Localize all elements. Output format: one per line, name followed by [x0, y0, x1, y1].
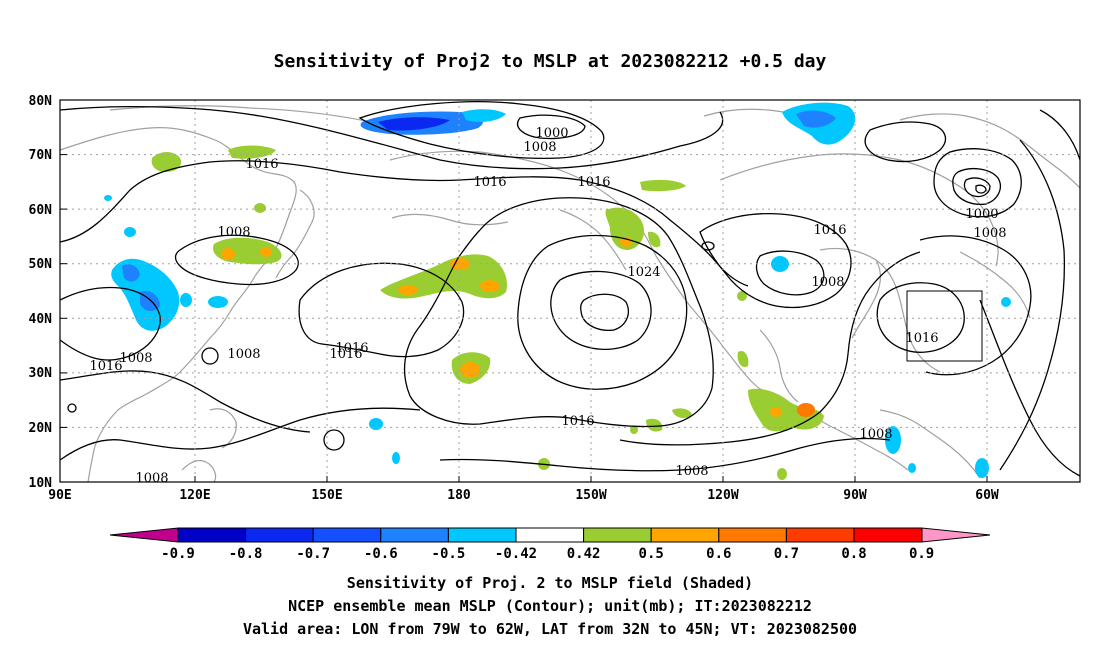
figure-title: Sensitivity of Proj2 to MSLP at 20230822…: [274, 51, 827, 72]
colorbar-cell: [312, 527, 382, 543]
lon-tick-label: 120E: [179, 488, 210, 503]
colorbar-label: 0.6: [706, 546, 731, 562]
lon-tick-label: 60W: [975, 488, 999, 503]
contour-label: 1016: [577, 175, 610, 190]
latitude-labels: 80N 70N 60N 50N 40N 30N 20N 10N: [29, 94, 53, 491]
lat-tick-label: 60N: [29, 203, 53, 218]
colorbar-label: -0.5: [432, 546, 466, 562]
caption-line-2: NCEP ensemble mean MSLP (Contour); unit(…: [288, 597, 812, 615]
colorbar-cell: [853, 527, 923, 543]
contour-label: 1016: [905, 331, 938, 346]
contour-label: 1008: [859, 427, 892, 442]
colorbar-cell: [718, 527, 787, 543]
axis-tick-marks: [60, 99, 988, 483]
colorbar-cells: [177, 527, 923, 543]
lat-tick-label: 80N: [29, 94, 53, 109]
colorbar-cell: [177, 527, 247, 543]
colorbar-left-arrow: [109, 527, 179, 543]
contour-label: 1016: [813, 223, 846, 238]
colorbar-cell: [650, 527, 720, 543]
colorbar-label: 0.5: [639, 546, 664, 562]
lat-tick-label: 20N: [29, 421, 53, 436]
contour-label: 1008: [135, 471, 168, 486]
lat-tick-label: 10N: [29, 476, 53, 491]
caption-line-3: Valid area: LON from 79W to 62W, LAT fro…: [243, 620, 857, 638]
contour-label: 1008: [973, 226, 1006, 241]
colorbar: -0.9 -0.8 -0.7 -0.6 -0.5 -0.42 0.42 0.5 0.6 0.7 0.…: [109, 527, 991, 562]
lon-tick-label: 120W: [707, 488, 738, 503]
contour-label: 1024: [627, 265, 660, 280]
colorbar-label: 0.42: [567, 546, 601, 562]
lon-tick-label: 180: [447, 488, 471, 503]
contour-label: 1016: [335, 341, 368, 356]
contour-label: 1016: [473, 175, 506, 190]
contour-label: 1008: [811, 275, 844, 290]
mslp-contours: [60, 101, 1080, 477]
contour-label: 1016: [329, 347, 362, 362]
contour-label: 1016: [561, 414, 594, 429]
contour-label: 1000: [535, 126, 568, 141]
colorbar-right-arrow: [921, 527, 991, 543]
colorbar-cell: [447, 527, 517, 543]
sensitivity-shading: [104, 102, 1011, 480]
map-frame: [59, 99, 1081, 483]
contour-label: 1016: [245, 157, 278, 172]
colorbar-label: -0.42: [495, 546, 537, 562]
colorbar-label: -0.7: [296, 546, 330, 562]
lon-tick-label: 90W: [843, 488, 867, 503]
colorbar-label: -0.8: [229, 546, 263, 562]
contour-label: 1008: [217, 225, 250, 240]
colorbar-cell: [245, 527, 314, 543]
contour-label: 1008: [675, 464, 708, 479]
contour-label: 1008: [119, 351, 152, 366]
lat-tick-label: 50N: [29, 257, 53, 272]
colorbar-cell: [380, 527, 449, 543]
lon-tick-label: 150E: [311, 488, 342, 503]
lon-tick-label: 90E: [48, 488, 71, 503]
lat-tick-label: 70N: [29, 148, 53, 163]
colorbar-cell: [583, 527, 652, 543]
colorbar-label: 0.9: [909, 546, 934, 562]
colorbar-label: -0.6: [364, 546, 398, 562]
map-panel: 1000 1008 1016 1016 1016 1008 1008 1024 …: [29, 94, 1081, 503]
lat-tick-label: 40N: [29, 312, 53, 327]
valid-area-box: [906, 290, 983, 362]
colorbar-label: 0.7: [774, 546, 799, 562]
colorbar-label: 0.8: [841, 546, 866, 562]
caption-line-1: Sensitivity of Proj. 2 to MSLP field (Sh…: [347, 574, 753, 592]
colorbar-cell: [515, 527, 585, 543]
colorbar-cell: [785, 527, 855, 543]
contour-labels: 1000 1008 1016 1016 1016 1008 1008 1024 …: [89, 126, 1006, 486]
longitude-labels: 90E 120E 150E 180 150W 120W 90W 60W: [48, 488, 999, 503]
contour-label: 1000: [965, 207, 998, 222]
contour-label: 1016: [89, 359, 122, 374]
contour-label: 1008: [227, 347, 260, 362]
figure-captions: Sensitivity of Proj. 2 to MSLP field (Sh…: [243, 574, 857, 638]
colorbar-labels: -0.9 -0.8 -0.7 -0.6 -0.5 -0.42 0.42 0.5 0.6 0.7 0.…: [161, 546, 934, 562]
lat-lon-grid: [60, 100, 1080, 482]
lat-tick-label: 30N: [29, 366, 53, 381]
lon-tick-label: 150W: [575, 488, 606, 503]
colorbar-label: -0.9: [161, 546, 195, 562]
contour-label: 1008: [523, 140, 556, 155]
